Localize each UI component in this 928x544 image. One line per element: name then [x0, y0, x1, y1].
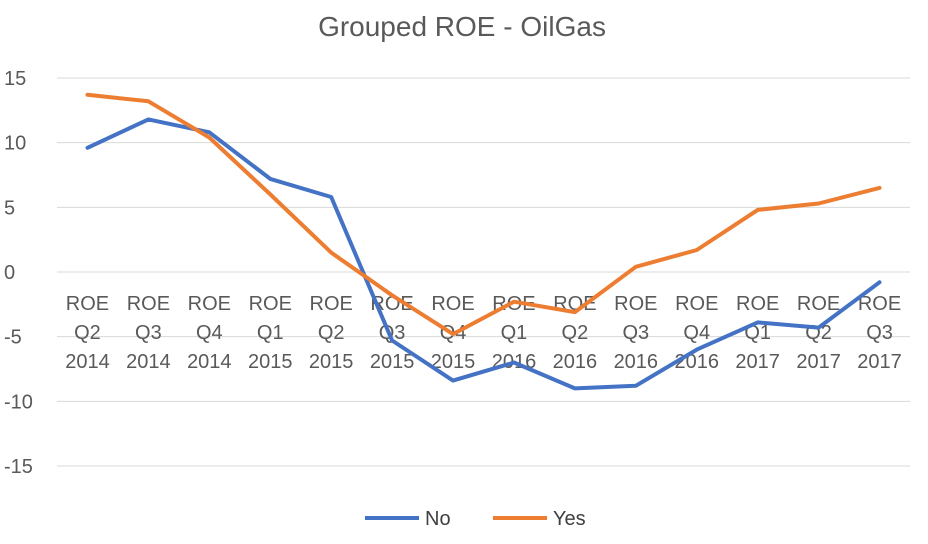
legend-label-no: No [425, 508, 451, 530]
x-axis-ticks: ROE Q2 2014 ROE Q3 2014 ROE Q4 2014 ROE Q1 2015 ROE Q… [65, 293, 902, 373]
chart-title: Grouped ROE - OilGas [318, 11, 606, 42]
x-tick-label: ROE Q3 2017 [857, 293, 902, 373]
series-lines [85, 92, 882, 391]
x-tick-label: ROE Q4 2016 [675, 293, 720, 373]
x-tick-label: ROE Q3 2014 [126, 293, 171, 373]
legend-label-yes: Yes [553, 508, 586, 530]
gridlines [57, 77, 910, 467]
series-line-no [85, 117, 882, 391]
x-tick-label: ROE Q3 2015 [370, 293, 415, 373]
x-tick-label: ROE Q1 2015 [248, 293, 293, 373]
x-tick-label: ROE Q1 2017 [735, 293, 780, 373]
series-line-yes [85, 92, 882, 337]
y-tick-label: 0 [4, 262, 15, 284]
y-tick-label: -10 [4, 391, 33, 413]
y-tick-label: 15 [4, 68, 26, 90]
x-tick-label: ROE Q3 2016 [614, 293, 659, 373]
y-tick-label: 10 [4, 133, 26, 155]
y-tick-label: -15 [4, 456, 33, 478]
legend: No Yes [365, 508, 586, 530]
x-tick-label: ROE Q2 2016 [553, 293, 598, 373]
x-tick-label: ROE Q2 2015 [309, 293, 354, 373]
x-tick-label: ROE Q4 2014 [187, 293, 232, 373]
x-tick-label: ROE Q2 2014 [65, 293, 110, 373]
y-tick-label: -5 [4, 327, 22, 349]
y-axis-ticks: 15 10 5 0 -5 -10 -15 [4, 68, 33, 478]
y-tick-label: 5 [4, 197, 15, 219]
x-tick-label: ROE Q2 2017 [796, 293, 841, 373]
